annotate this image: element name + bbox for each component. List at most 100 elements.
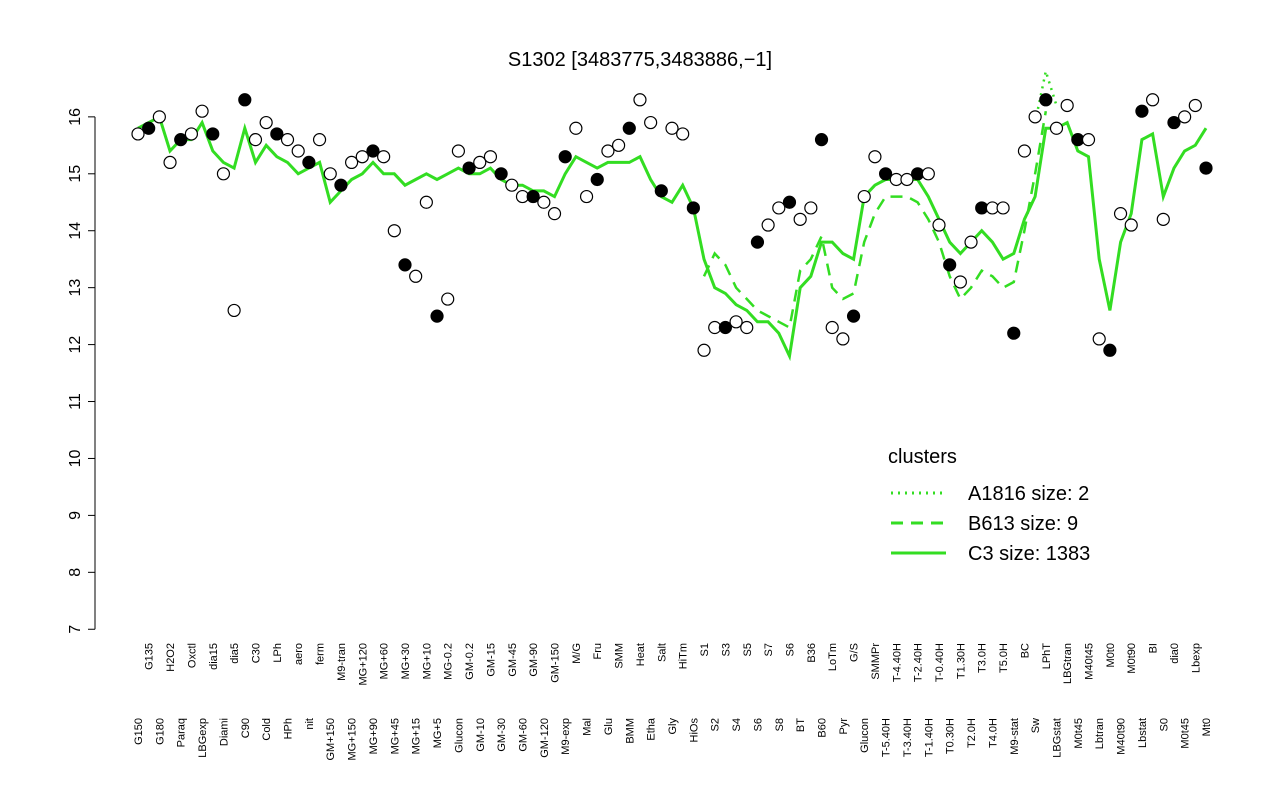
chart-title: S1302 [3483775,3483886,−1] xyxy=(508,49,772,71)
data-point xyxy=(537,195,551,209)
x-tick-label: Glu xyxy=(603,718,615,735)
data-point xyxy=(676,127,690,141)
data-point xyxy=(248,133,263,147)
x-tick-label: S6 xyxy=(784,643,796,656)
y-tick-label: 13 xyxy=(67,279,84,297)
x-tick-label: C30 xyxy=(250,643,262,663)
x-tick-label: SMMPr xyxy=(870,643,882,680)
data-point xyxy=(964,235,978,249)
data-point xyxy=(174,133,188,147)
data-point xyxy=(409,269,423,283)
x-tick-label: S6 xyxy=(752,718,764,731)
data-point xyxy=(483,150,498,164)
x-tick-label: dia5 xyxy=(229,643,241,664)
data-point xyxy=(142,121,156,135)
data-point xyxy=(921,167,935,181)
x-tick-label: Salt xyxy=(656,643,668,662)
x-tick-label: Glucon xyxy=(453,718,465,753)
data-point xyxy=(846,309,861,323)
x-tick-label: BC xyxy=(1019,643,1031,658)
x-tick-label: BI xyxy=(1148,643,1160,653)
x-tick-label: MG+5 xyxy=(432,718,444,748)
data-point xyxy=(697,343,711,357)
data-point xyxy=(686,201,700,215)
data-point xyxy=(323,167,337,181)
data-point xyxy=(206,127,220,141)
data-point xyxy=(1092,332,1106,346)
data-point xyxy=(953,275,967,289)
legend-label: C3 size: 1383 xyxy=(968,543,1090,565)
x-tick-label: T-3.40H xyxy=(902,718,914,757)
data-point xyxy=(355,150,369,164)
x-tick-label: MG+150 xyxy=(347,718,359,761)
x-tick-label: G180 xyxy=(154,718,166,745)
data-point xyxy=(622,121,636,135)
x-tick-label: Cold xyxy=(261,718,273,741)
x-tick-label: nit xyxy=(304,718,316,730)
x-tick-label: MG+30 xyxy=(400,643,412,679)
data-point xyxy=(857,189,871,204)
data-point xyxy=(227,303,241,318)
x-tick-label: Lbtran xyxy=(1094,718,1106,749)
data-point xyxy=(761,218,775,232)
data-point xyxy=(579,189,594,204)
data-point xyxy=(665,121,679,135)
y-tick-label: 8 xyxy=(67,568,84,577)
data-point xyxy=(195,104,209,118)
x-tick-label: M0t45 xyxy=(1073,718,1085,749)
cluster-line xyxy=(702,110,1048,330)
x-tick-label: B36 xyxy=(806,643,818,663)
x-tick-label: HiTm xyxy=(678,643,690,669)
data-point xyxy=(1199,161,1213,175)
data-point xyxy=(1135,104,1149,118)
data-point xyxy=(1039,93,1053,107)
x-tick-label: MG+60 xyxy=(379,643,391,679)
x-tick-label: H2O2 xyxy=(165,643,177,672)
x-tick-label: GM-45 xyxy=(507,643,519,677)
data-point xyxy=(814,133,829,147)
x-tick-label: GM-10 xyxy=(475,718,487,752)
x-tick-label: GM+150 xyxy=(325,718,337,761)
x-tick-label: MG+45 xyxy=(389,718,401,754)
x-tick-label: MG+15 xyxy=(411,718,423,754)
data-point xyxy=(302,155,316,170)
data-point xyxy=(836,332,850,346)
x-tick-label: Heat xyxy=(635,643,647,666)
x-tick-label: GM-150 xyxy=(550,643,562,683)
x-tick-label: LPhT xyxy=(1041,643,1053,670)
x-tick-label: aero xyxy=(293,643,305,665)
cluster-line xyxy=(137,114,1208,362)
data-point xyxy=(932,218,946,232)
data-point xyxy=(131,127,145,141)
data-point xyxy=(644,115,658,130)
data-point xyxy=(345,155,359,170)
data-point xyxy=(163,155,177,170)
x-tick-label: BMM xyxy=(624,718,636,744)
y-tick-label: 10 xyxy=(67,449,84,467)
data-point xyxy=(1188,98,1202,113)
x-tick-label: T4.0H xyxy=(987,718,999,748)
data-point xyxy=(996,201,1010,215)
y-tick-label: 7 xyxy=(67,625,84,634)
data-point xyxy=(505,178,519,192)
data-point xyxy=(611,138,626,152)
x-tick-label: Lbexp xyxy=(1190,643,1202,673)
legend-label: B613 size: 9 xyxy=(968,513,1078,535)
x-tick-label: LoTm xyxy=(827,643,839,671)
x-tick-label: GM-120 xyxy=(539,718,551,758)
data-point xyxy=(419,195,433,209)
x-tick-label: T0.30H xyxy=(945,718,957,754)
data-point xyxy=(473,155,487,170)
x-tick-label: dia15 xyxy=(208,643,220,670)
x-tick-label: MG+120 xyxy=(357,643,369,686)
y-tick-label: 14 xyxy=(67,222,84,240)
y-tick-label: 11 xyxy=(67,393,84,410)
y-tick-label: 9 xyxy=(67,511,84,520)
x-tick-label: G/S xyxy=(849,643,861,662)
x-tick-label: GM-60 xyxy=(517,718,529,752)
data-point xyxy=(387,224,401,238)
data-point xyxy=(590,172,604,187)
data-point xyxy=(398,258,412,272)
data-point xyxy=(868,150,882,164)
